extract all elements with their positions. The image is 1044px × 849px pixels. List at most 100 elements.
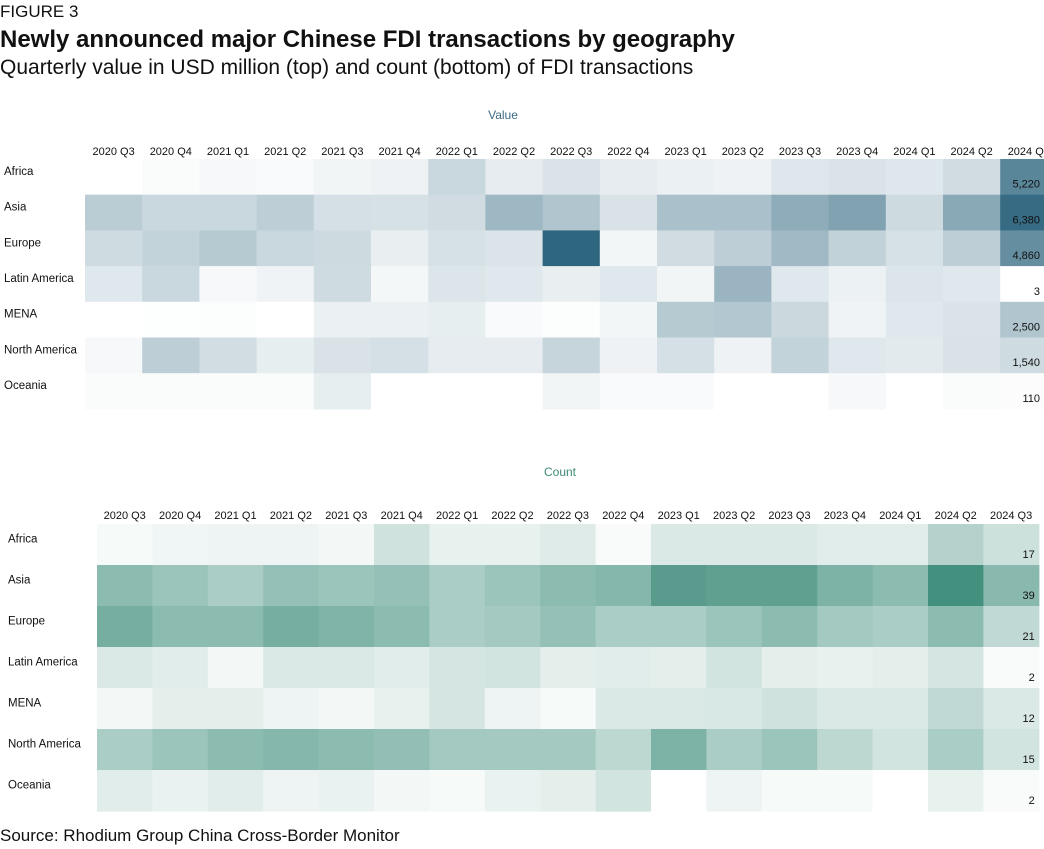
value-heatmap-cell — [142, 266, 200, 303]
value-heatmap-cell — [85, 373, 143, 410]
count-heatmap-cell — [374, 565, 430, 607]
count-column-label: 2024 Q2 — [935, 510, 977, 522]
count-column-label: 2020 Q3 — [104, 510, 146, 522]
count-heatmap-cell — [318, 647, 375, 689]
count-heatmap-cell — [374, 729, 430, 771]
value-heatmap-cell — [599, 337, 658, 374]
value-heatmap-cell — [485, 194, 544, 231]
count-column-label: 2023 Q3 — [768, 510, 810, 522]
count-heatmap-cell — [928, 606, 984, 648]
value-heatmap-cell — [199, 301, 258, 339]
value-heatmap-cell — [885, 337, 944, 374]
count-heatmap-cell — [928, 565, 984, 607]
count-heatmap-cell — [207, 770, 264, 812]
value-heatmap-cell — [599, 194, 658, 231]
count-heatmap-cell — [817, 729, 874, 771]
value-heatmap-cell — [771, 230, 830, 267]
count-heatmap-cell — [983, 524, 1040, 566]
count-heatmap-cell — [595, 606, 652, 648]
value-column-label: 2023 Q1 — [664, 146, 706, 158]
value-heatmap-cell — [885, 373, 944, 410]
count-heatmap-cell — [595, 729, 652, 771]
value-heatmap-cell — [714, 266, 772, 303]
count-heatmap-cell — [761, 647, 818, 689]
value-heatmap-cell — [542, 230, 601, 267]
count-heatmap-cell — [152, 647, 209, 689]
value-column-label: 2024 Q2 — [950, 146, 992, 158]
value-data-label: 110 — [1022, 393, 1040, 405]
value-heatmap-cell — [313, 266, 372, 303]
value-heatmap-cell — [313, 230, 372, 267]
count-heatmap-cell — [263, 524, 320, 566]
value-heatmap-cell — [828, 194, 887, 231]
value-row-label: North America — [4, 344, 77, 356]
value-heatmap-cell — [485, 337, 544, 374]
count-column-label: 2022 Q3 — [547, 510, 589, 522]
count-heatmap-cell — [374, 688, 430, 730]
count-heatmap-cell — [872, 729, 929, 771]
value-heatmap-cell — [85, 230, 143, 267]
count-row-label: Oceania — [8, 780, 51, 792]
count-heatmap-cell — [706, 729, 763, 771]
value-data-label: 5,220 — [1012, 179, 1040, 191]
count-row-label: Latin America — [8, 657, 78, 669]
value-heatmap-cell — [599, 230, 658, 267]
value-heatmap-cell — [542, 266, 601, 303]
count-heatmap-cell — [983, 606, 1040, 648]
count-heatmap-cell — [207, 647, 264, 689]
value-heatmap-cell — [428, 230, 486, 267]
value-column-label: 2024 Q3 — [1008, 146, 1044, 158]
value-heatmap-cell — [657, 301, 715, 339]
count-heatmap-cell — [928, 729, 984, 771]
count-column-label: 2021 Q4 — [381, 510, 423, 522]
count-heatmap-cell — [706, 688, 763, 730]
value-heatmap-cell — [542, 337, 601, 374]
value-heatmap-cell — [828, 301, 887, 339]
value-heatmap-cell — [371, 301, 429, 339]
count-heatmap-cell — [152, 606, 209, 648]
value-row-label: MENA — [4, 309, 38, 321]
count-heatmap-cell — [872, 688, 929, 730]
value-row-label: Europe — [4, 237, 41, 249]
value-heatmap-cell — [943, 159, 1001, 196]
value-heatmap-cell — [371, 337, 429, 374]
count-heatmap-cell — [928, 770, 984, 812]
count-column-label: 2022 Q1 — [436, 510, 478, 522]
count-heatmap-cell — [484, 688, 541, 730]
value-heatmap-cell — [1000, 373, 1044, 410]
value-heatmap-cell — [313, 301, 372, 339]
value-data-label: 4,860 — [1012, 250, 1040, 262]
count-heatmap-cell — [374, 606, 430, 648]
count-heatmap-cell — [263, 770, 320, 812]
count-heatmap-cell — [872, 524, 929, 566]
value-heatmap-cell — [256, 301, 315, 339]
value-heatmap-cell — [371, 373, 429, 410]
value-heatmap-cell — [485, 159, 544, 196]
value-column-label: 2021 Q1 — [207, 146, 249, 158]
value-heatmap-cell — [485, 373, 544, 410]
value-heatmap-cell — [771, 266, 830, 303]
value-heatmap-cell — [142, 301, 200, 339]
count-data-label: 21 — [1023, 631, 1035, 643]
value-heatmap-cell — [1000, 230, 1044, 267]
count-heatmap-cell — [484, 524, 541, 566]
value-heatmap-cell — [199, 159, 258, 196]
count-column-label: 2023 Q4 — [824, 510, 866, 522]
value-column-label: 2023 Q4 — [836, 146, 878, 158]
count-heatmap-cell — [97, 565, 153, 607]
count-column-label: 2021 Q1 — [214, 510, 256, 522]
value-heatmap-cell — [828, 337, 887, 374]
count-heatmap-cell — [484, 606, 541, 648]
value-heatmap-cell — [142, 194, 200, 231]
count-heatmap-cell — [97, 647, 153, 689]
count-heatmap-cell — [540, 565, 597, 607]
value-heatmap-cell — [428, 337, 486, 374]
count-heatmap-cell — [595, 688, 652, 730]
value-heatmap-cell — [371, 266, 429, 303]
count-heatmap-cell — [651, 606, 707, 648]
value-panel-title: Value — [488, 108, 518, 122]
count-heatmap-cell — [429, 606, 486, 648]
count-heatmap-cell — [318, 565, 375, 607]
count-heatmap-cell — [928, 688, 984, 730]
chart-subtitle: Quarterly value in USD million (top) and… — [0, 56, 694, 79]
